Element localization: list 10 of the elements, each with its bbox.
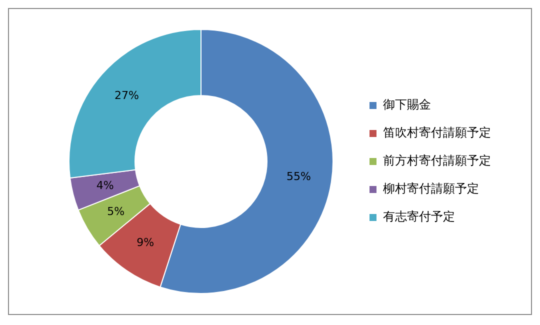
data-label: 4% bbox=[96, 178, 114, 192]
legend-label: 柳村寄付請願予定 bbox=[383, 182, 479, 196]
legend-label: 有志寄付予定 bbox=[383, 210, 455, 224]
legend-label: 前方村寄付請願予定 bbox=[383, 154, 491, 168]
data-label: 55% bbox=[286, 170, 312, 183]
data-label: 27% bbox=[114, 88, 139, 102]
data-label: 5% bbox=[107, 204, 125, 218]
legend-label: 御下賜金 bbox=[383, 98, 431, 112]
legend-label: 笛吹村寄付請願予定 bbox=[383, 126, 491, 140]
data-label: 9% bbox=[136, 236, 154, 250]
